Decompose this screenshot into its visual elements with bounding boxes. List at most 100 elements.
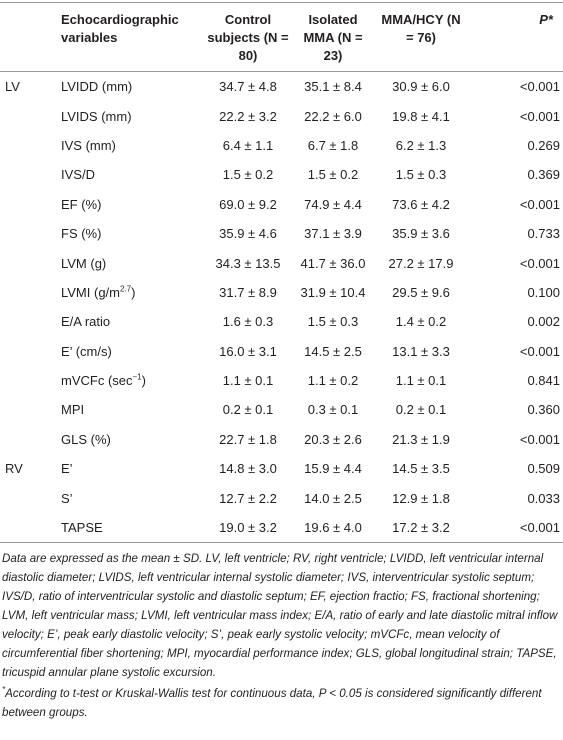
table-row: TAPSE 19.0 ± 3.2 19.6 ± 4.0 17.2 ± 3.2 <0.00… (0, 513, 563, 543)
value-cell: 19.0 ± 3.2 (219, 520, 277, 536)
p-value: <0.001 (519, 108, 560, 124)
value-cell: 0.2 ± 0.1 (222, 402, 274, 418)
value-cell: 14.8 ± 3.0 (219, 461, 277, 477)
value-cell: 35.1 ± 8.4 (304, 79, 362, 95)
footnote: *According to t-test or Kruskal-Wallis t… (2, 684, 561, 722)
group-label (0, 425, 57, 454)
group-label (0, 131, 57, 160)
value-cell: 6.7 ± 1.8 (307, 137, 359, 153)
value-cell: 31.9 ± 10.4 (300, 284, 366, 300)
p-value: 0.033 (527, 490, 560, 506)
table-row: GLS (%) 22.7 ± 1.8 20.3 ± 2.6 21.3 ± 1.9 <0.… (0, 425, 563, 454)
superscript: 2.7 (120, 284, 132, 294)
table-row: mVCFc (sec−1) 1.1 ± 0.1 1.1 ± 0.2 1.1 ± 0.1… (0, 366, 563, 395)
value-cell: 6.2 ± 1.3 (395, 137, 447, 153)
header-row: Echocardiographic variables Control subje… (0, 2, 563, 72)
table-row: IVS/D 1.5 ± 0.2 1.5 ± 0.2 1.5 ± 0.3 0.369 (0, 160, 563, 189)
value-cell: 21.3 ± 1.9 (392, 431, 450, 447)
value-cell: 1.1 ± 0.1 (222, 373, 274, 389)
value-cell: 14.5 ± 3.5 (392, 461, 450, 477)
value-cell: 1.5 ± 0.2 (307, 167, 359, 183)
value-cell: 29.5 ± 9.6 (392, 284, 450, 300)
data-table: Echocardiographic variables Control subje… (0, 2, 563, 543)
p-value: 0.733 (527, 226, 560, 242)
footnotes: Data are expressed as the mean ± SD. LV,… (0, 543, 563, 722)
column-header: MMA/HCY (N = 76) (381, 12, 461, 45)
value-cell: 15.9 ± 4.4 (304, 461, 362, 477)
column-header (0, 3, 57, 72)
variable-name: IVS (mm) (61, 137, 116, 153)
value-cell: 1.1 ± 0.2 (307, 373, 359, 389)
value-cell: 16.0 ± 3.1 (219, 343, 277, 359)
p-value: <0.001 (519, 196, 560, 212)
value-cell: 12.7 ± 2.2 (219, 490, 277, 506)
table-row: EF (%) 69.0 ± 9.2 74.9 ± 4.4 73.6 ± 4.2 <0.0… (0, 190, 563, 219)
value-cell: 34.3 ± 13.5 (215, 255, 281, 271)
variable-name: E’ (cm/s) (61, 343, 112, 359)
superscript: −1 (132, 372, 142, 382)
p-value: <0.001 (519, 343, 560, 359)
value-cell: 35.9 ± 3.6 (392, 226, 450, 242)
group-label (0, 248, 57, 277)
value-cell: 37.1 ± 3.9 (304, 226, 362, 242)
variable-name: TAPSE (61, 520, 103, 536)
variable-name: mVCFc (sec−1) (57, 366, 205, 395)
value-cell: 6.4 ± 1.1 (222, 137, 274, 153)
table-row: IVS (mm) 6.4 ± 1.1 6.7 ± 1.8 6.2 ± 1.3 0.269 (0, 131, 563, 160)
footnote: Data are expressed as the mean ± SD. LV,… (2, 552, 558, 680)
column-header: P* (539, 12, 553, 27)
variable-name: GLS (%) (61, 431, 111, 447)
superscript: * (2, 685, 6, 695)
p-value: 0.360 (527, 402, 560, 418)
value-cell: 14.0 ± 2.5 (304, 490, 362, 506)
group-label (0, 395, 57, 424)
text-segment: mVCFc (sec (61, 373, 133, 389)
group-label: LV (5, 79, 20, 95)
table-body: LV LVIDD (mm) 34.7 ± 4.8 35.1 ± 8.4 30.9 ± 6… (0, 72, 563, 543)
value-cell: 19.6 ± 4.0 (304, 520, 362, 536)
value-cell: 20.3 ± 2.6 (304, 431, 362, 447)
table-row: E/A ratio 1.6 ± 0.3 1.5 ± 0.3 1.4 ± 0.2 0.00… (0, 307, 563, 336)
table-row: LVM (g) 34.3 ± 13.5 41.7 ± 36.0 27.2 ± 17.9… (0, 248, 563, 277)
column-header: Control subjects (N = 80) (207, 12, 289, 63)
group-label: RV (5, 461, 23, 477)
value-cell: 22.2 ± 3.2 (219, 108, 277, 124)
p-value: 0.269 (527, 137, 560, 153)
value-cell: 41.7 ± 36.0 (300, 255, 366, 271)
value-cell: 31.7 ± 8.9 (219, 284, 277, 300)
variable-name: MPI (61, 402, 85, 418)
value-cell: 22.2 ± 6.0 (304, 108, 362, 124)
variable-name: E’ (61, 461, 73, 477)
variable-name: S’ (61, 490, 73, 506)
value-cell: 1.6 ± 0.3 (222, 314, 274, 330)
value-cell: 12.9 ± 1.8 (392, 490, 450, 506)
p-value: <0.001 (519, 255, 560, 271)
group-label (0, 190, 57, 219)
value-cell: 34.7 ± 4.8 (219, 79, 277, 95)
column-header: Isolated MMA (N = 23) (303, 12, 363, 63)
p-value: 0.369 (527, 167, 560, 183)
variable-name: FS (%) (61, 226, 102, 242)
table-row: E’ (cm/s) 16.0 ± 3.1 14.5 ± 2.5 13.1 ± 3.3 <… (0, 337, 563, 366)
p-value: <0.001 (519, 431, 560, 447)
group-label (0, 337, 57, 366)
table-row: LVMI (g/m2.7) 31.7 ± 8.9 31.9 ± 10.4 29.5 ±… (0, 278, 563, 307)
group-label (0, 278, 57, 307)
table-row: LVIDS (mm) 22.2 ± 3.2 22.2 ± 6.0 19.8 ± 4.1… (0, 101, 563, 130)
variable-name: IVS/D (61, 167, 95, 183)
value-cell: 14.5 ± 2.5 (304, 343, 362, 359)
p-value: 0.509 (527, 461, 560, 477)
table-row: S’ 12.7 ± 2.2 14.0 ± 2.5 12.9 ± 1.8 0.033 (0, 483, 563, 512)
value-cell: 30.9 ± 6.0 (392, 79, 450, 95)
variable-name: EF (%) (61, 196, 102, 212)
value-cell: 0.3 ± 0.1 (307, 402, 359, 418)
group-label (0, 483, 57, 512)
value-cell: 22.7 ± 1.8 (219, 431, 277, 447)
value-cell: 35.9 ± 4.6 (219, 226, 277, 242)
value-cell: 19.8 ± 4.1 (392, 108, 450, 124)
value-cell: 0.2 ± 0.1 (395, 402, 447, 418)
group-label (0, 307, 57, 336)
p-value: 0.002 (527, 314, 560, 330)
p-value: 0.100 (527, 284, 560, 300)
